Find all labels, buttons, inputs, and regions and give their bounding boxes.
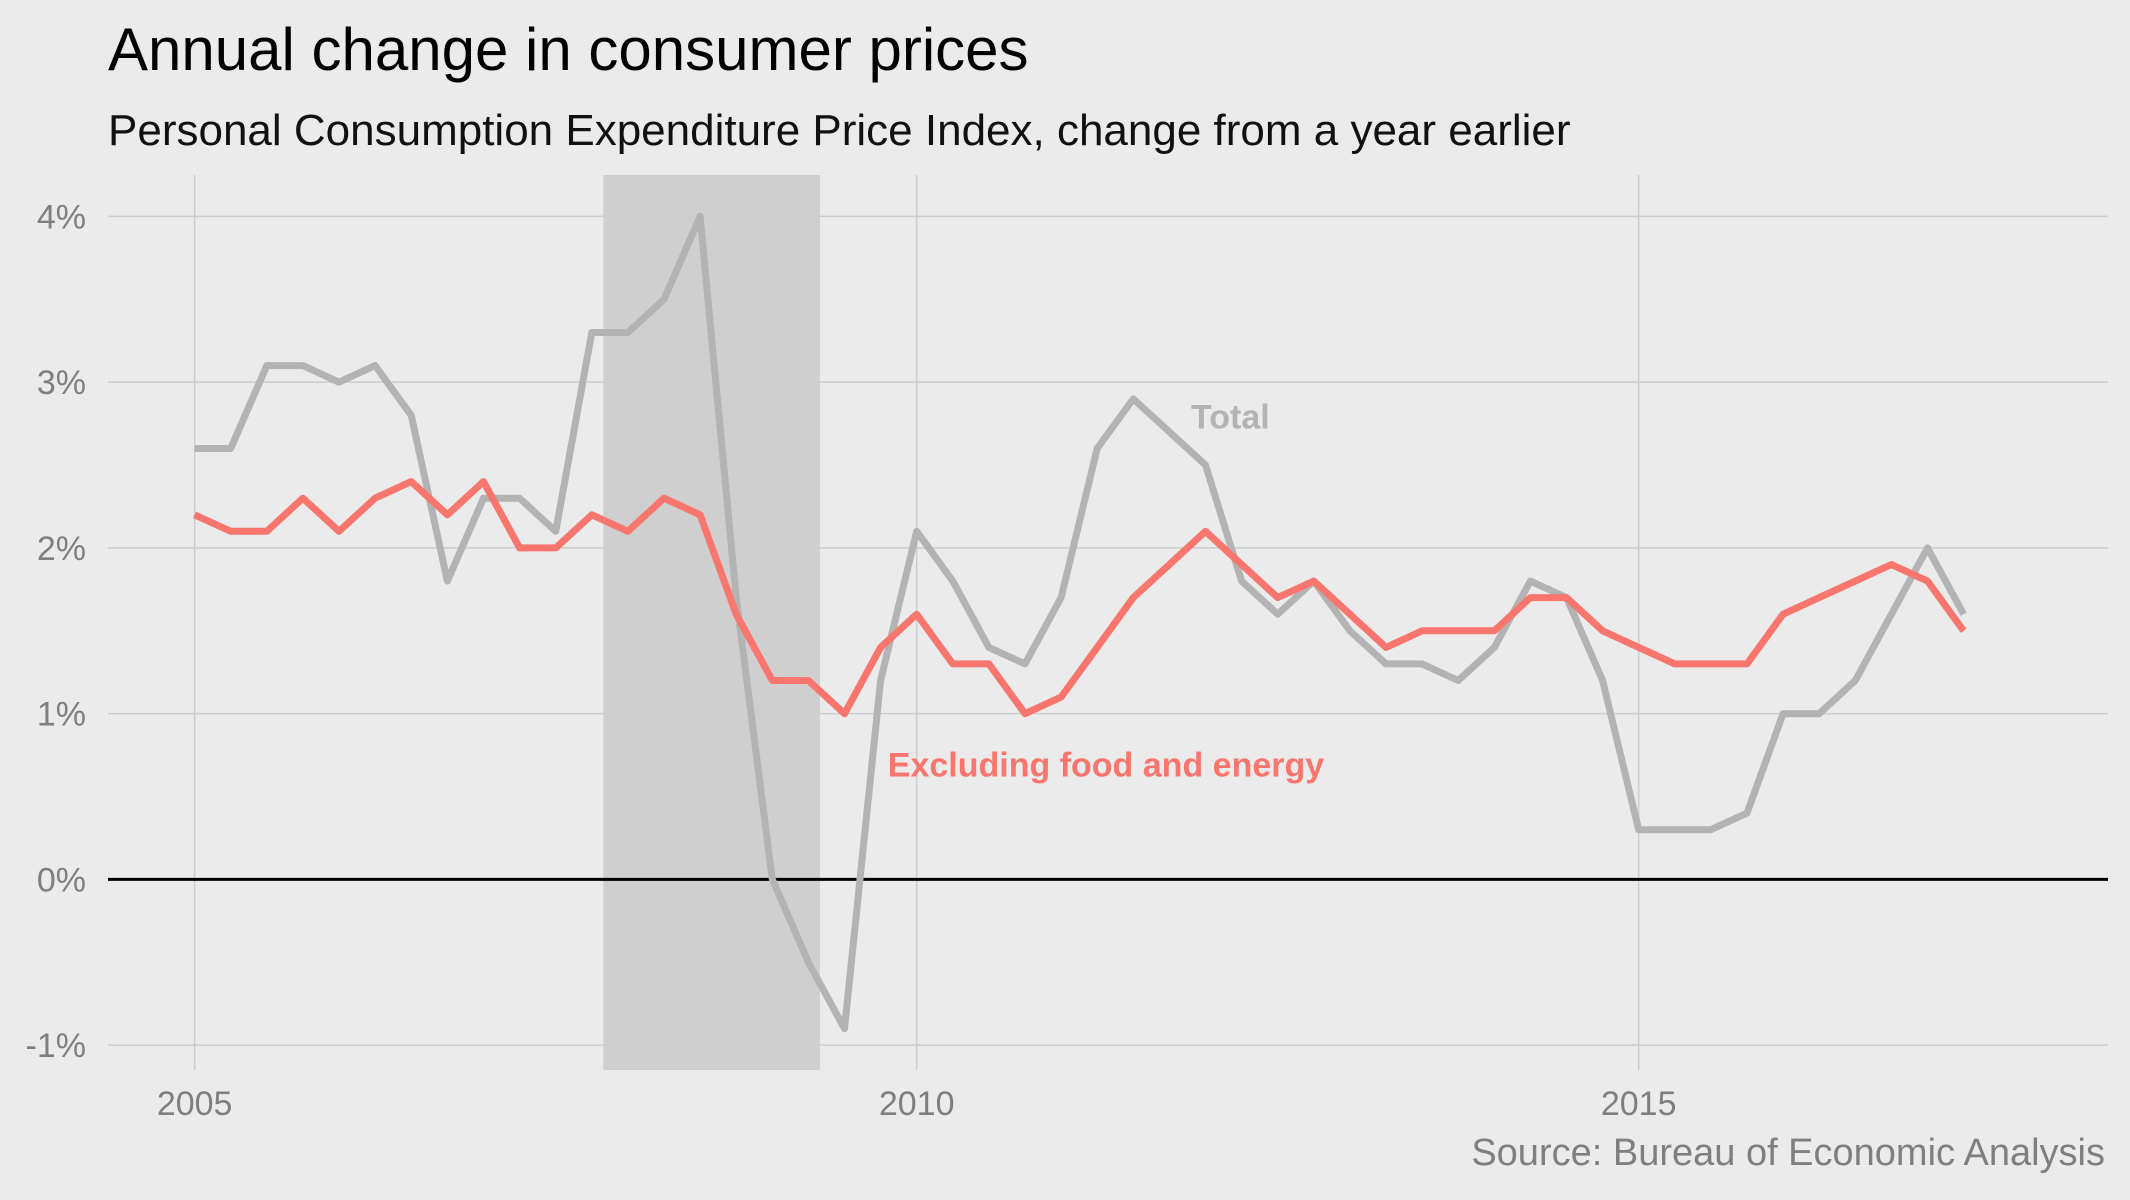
y-tick-label: 2% [37,530,86,568]
series-label-core: Excluding food and energy [888,747,1324,785]
y-tick-label: 1% [37,696,86,734]
series-line-total [194,212,1967,1033]
source-note: Source: Bureau of Economic Analysis [1471,1132,2105,1174]
x-tick-label: 2005 [157,1085,233,1123]
series-line-core [193,478,1967,718]
y-tick-label: 4% [37,198,86,236]
chart-subtitle: Personal Consumption Expenditure Price I… [108,106,1571,155]
chart-title: Annual change in consumer prices [108,16,1029,83]
x-tick-label: 2010 [879,1085,955,1123]
y-tick-label: 3% [37,364,86,402]
y-tick-label: -1% [26,1027,86,1065]
plot-area: -1% 0% 1% 2% 3% 4% 2005 2010 2015 Total Excluding … [26,175,2108,1123]
series-label-total: Total [1191,399,1270,437]
y-tick-label: 0% [37,861,86,899]
x-tick-label: 2015 [1601,1085,1677,1123]
